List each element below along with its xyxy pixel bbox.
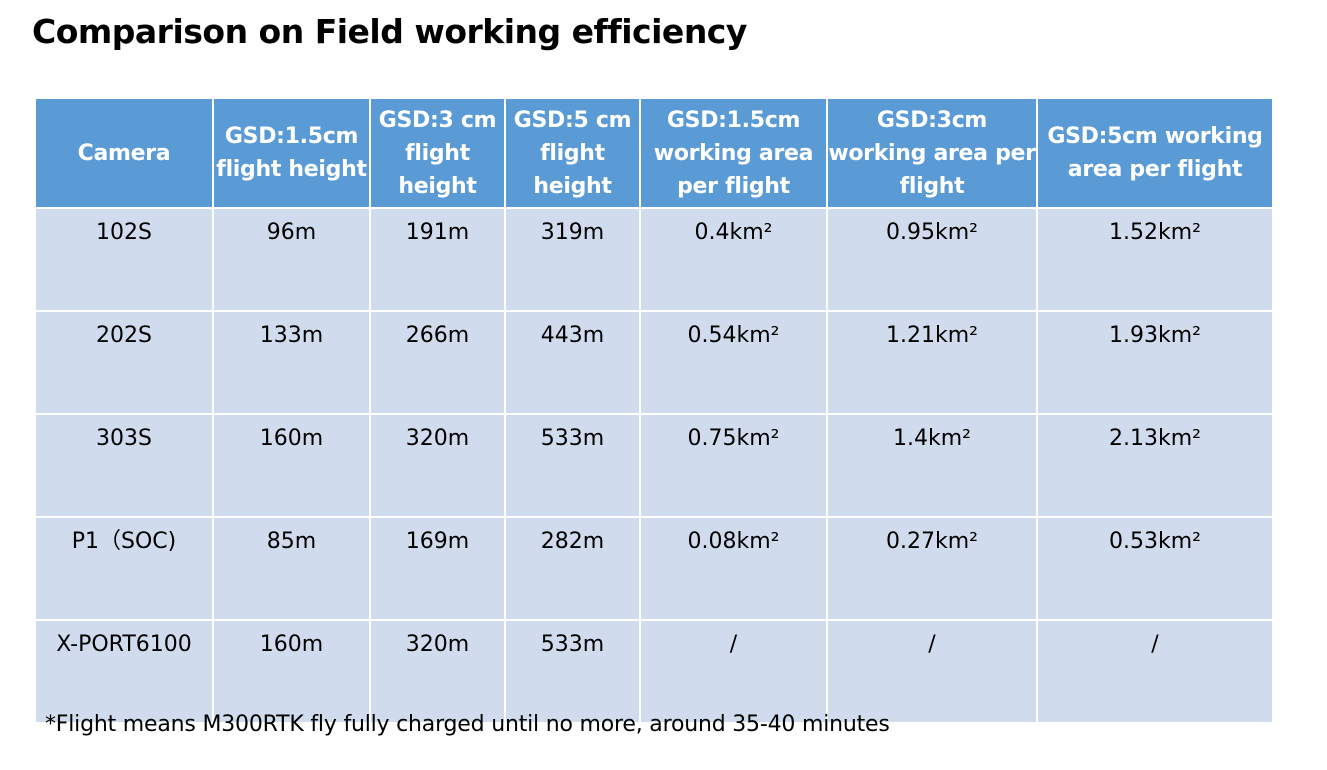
table-cell: 0.4km² [639, 207, 828, 312]
table-row: 303S 160m 320m 533m 0.75km² 1.4km² 2.13k… [34, 413, 1274, 518]
table-row: X-PORT6100 160m 320m 533m / / / [34, 619, 1274, 724]
table-row: 102S 96m 191m 319m 0.4km² 0.95km² 1.52km… [34, 207, 1274, 312]
table-cell: 319m [504, 207, 641, 312]
column-header-gsd-3-area: GSD:3cm working area per flight [826, 97, 1038, 209]
table-cell: 266m [369, 310, 506, 415]
table-cell: 533m [504, 619, 641, 724]
footnote: *Flight means M300RTK fly fully charged … [45, 712, 890, 737]
table-cell: 1.4km² [826, 413, 1038, 518]
table-cell: 133m [212, 310, 371, 415]
table-header-row: Camera GSD:1.5cm flight height GSD:3 cm … [34, 97, 1274, 209]
table-cell: 320m [369, 619, 506, 724]
table-cell: 282m [504, 516, 641, 621]
table-cell: 443m [504, 310, 641, 415]
table-cell: 191m [369, 207, 506, 312]
table-cell: 533m [504, 413, 641, 518]
table-row: P1（SOC) 85m 169m 282m 0.08km² 0.27km² 0.… [34, 516, 1274, 621]
column-header-gsd-1-5-area: GSD:1.5cm working area per flight [639, 97, 828, 209]
table-cell: 169m [369, 516, 506, 621]
column-header-gsd-5-area: GSD:5cm working area per flight [1036, 97, 1274, 209]
table-cell: 0.53km² [1036, 516, 1274, 621]
column-header-gsd-3-height: GSD:3 cm flight height [369, 97, 506, 209]
table-cell: 0.27km² [826, 516, 1038, 621]
table-cell: 2.13km² [1036, 413, 1274, 518]
column-header-camera: Camera [34, 97, 214, 209]
table-cell: 160m [212, 413, 371, 518]
table-cell: / [1036, 619, 1274, 724]
table-cell: 85m [212, 516, 371, 621]
table-cell: 102S [34, 207, 214, 312]
table-cell: 96m [212, 207, 371, 312]
table-cell: / [639, 619, 828, 724]
table-cell: / [826, 619, 1038, 724]
page-title: Comparison on Field working efficiency [32, 12, 747, 51]
table-cell: 0.75km² [639, 413, 828, 518]
comparison-table: Camera GSD:1.5cm flight height GSD:3 cm … [34, 97, 1274, 724]
table-cell: 1.21km² [826, 310, 1038, 415]
table-cell: 1.93km² [1036, 310, 1274, 415]
table-cell: 320m [369, 413, 506, 518]
table-cell: 0.54km² [639, 310, 828, 415]
table-cell: 1.52km² [1036, 207, 1274, 312]
table-cell: 202S [34, 310, 214, 415]
column-header-gsd-5-height: GSD:5 cm flight height [504, 97, 641, 209]
table-row: 202S 133m 266m 443m 0.54km² 1.21km² 1.93… [34, 310, 1274, 415]
table-cell: P1（SOC) [34, 516, 214, 621]
column-header-gsd-1-5-height: GSD:1.5cm flight height [212, 97, 371, 209]
table-cell: 160m [212, 619, 371, 724]
table-cell: 0.95km² [826, 207, 1038, 312]
table-cell: 303S [34, 413, 214, 518]
table-cell: X-PORT6100 [34, 619, 214, 724]
table-cell: 0.08km² [639, 516, 828, 621]
